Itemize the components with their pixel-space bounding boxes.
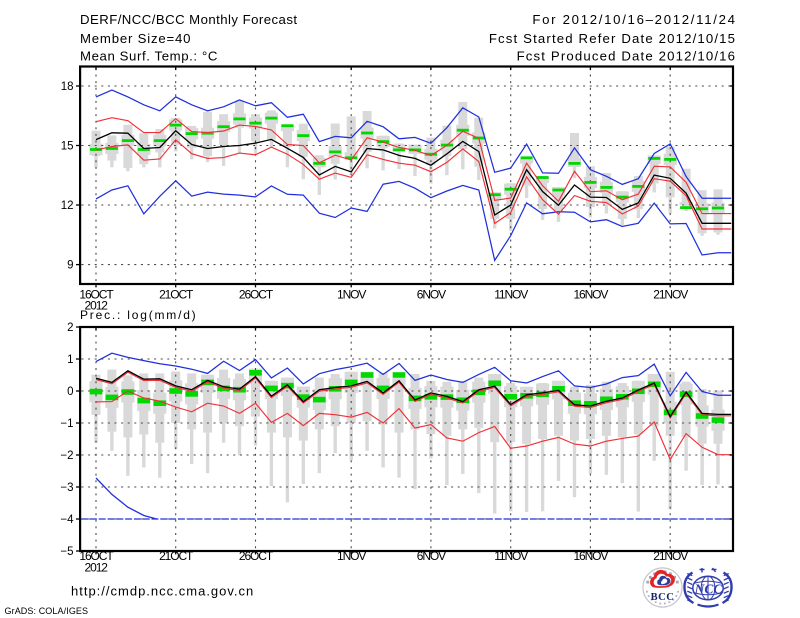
- svg-text:2: 2: [67, 322, 73, 334]
- svg-text:Fcst Started Refer Date 2012/1: Fcst Started Refer Date 2012/10/15: [489, 31, 736, 46]
- svg-text:11NOV: 11NOV: [494, 549, 528, 563]
- svg-text:BCC: BCC: [651, 592, 675, 603]
- svg-text:For 2012/10/16–2012/11/24: For 2012/10/16–2012/11/24: [532, 12, 736, 27]
- svg-text:1NOV: 1NOV: [337, 288, 366, 302]
- svg-text:26OCT: 26OCT: [239, 549, 274, 563]
- svg-text:9: 9: [67, 260, 73, 272]
- svg-text:2012: 2012: [85, 561, 109, 575]
- svg-text:16OCT: 16OCT: [79, 549, 114, 563]
- svg-text:16NOV: 16NOV: [573, 288, 608, 302]
- svg-text:−1: −1: [60, 418, 73, 430]
- svg-text:−2: −2: [60, 450, 73, 462]
- svg-text:26OCT: 26OCT: [239, 288, 274, 302]
- svg-text:1NOV: 1NOV: [337, 549, 366, 563]
- svg-text:21NOV: 21NOV: [653, 288, 688, 302]
- svg-text:NCC: NCC: [694, 582, 724, 597]
- svg-text:http://cmdp.ncc.cma.gov.cn: http://cmdp.ncc.cma.gov.cn: [71, 584, 254, 599]
- svg-text:Fcst Produced Date 2012/10/16: Fcst Produced Date 2012/10/16: [517, 49, 737, 64]
- svg-text:Prec.: log(mm/d): Prec.: log(mm/d): [80, 308, 197, 322]
- svg-text:DERF/NCC/BCC Monthly Forecast: DERF/NCC/BCC Monthly Forecast: [80, 12, 298, 27]
- svg-text:21OCT: 21OCT: [159, 549, 194, 563]
- svg-text:21OCT: 21OCT: [159, 288, 194, 302]
- svg-text:2012: 2012: [85, 299, 109, 313]
- svg-text:1: 1: [67, 354, 73, 366]
- svg-text:Mean Surf. Temp.: °C: Mean Surf. Temp.: °C: [80, 49, 218, 64]
- svg-text:−5: −5: [60, 546, 73, 558]
- svg-text:6NOV: 6NOV: [417, 288, 446, 302]
- svg-text:−3: −3: [60, 482, 73, 494]
- svg-text:18: 18: [61, 81, 74, 93]
- svg-text:Member Size=40: Member Size=40: [80, 31, 191, 46]
- svg-text:16NOV: 16NOV: [573, 549, 608, 563]
- svg-text:−4: −4: [60, 514, 74, 526]
- svg-text:6NOV: 6NOV: [417, 549, 446, 563]
- svg-text:21NOV: 21NOV: [653, 549, 688, 563]
- svg-text:15: 15: [61, 141, 74, 153]
- svg-text:12: 12: [61, 200, 74, 212]
- svg-text:GrADS: COLA/IGES: GrADS: COLA/IGES: [5, 606, 89, 616]
- svg-text:0: 0: [67, 386, 73, 398]
- svg-text:16OCT: 16OCT: [79, 288, 114, 302]
- svg-text:11NOV: 11NOV: [494, 288, 528, 302]
